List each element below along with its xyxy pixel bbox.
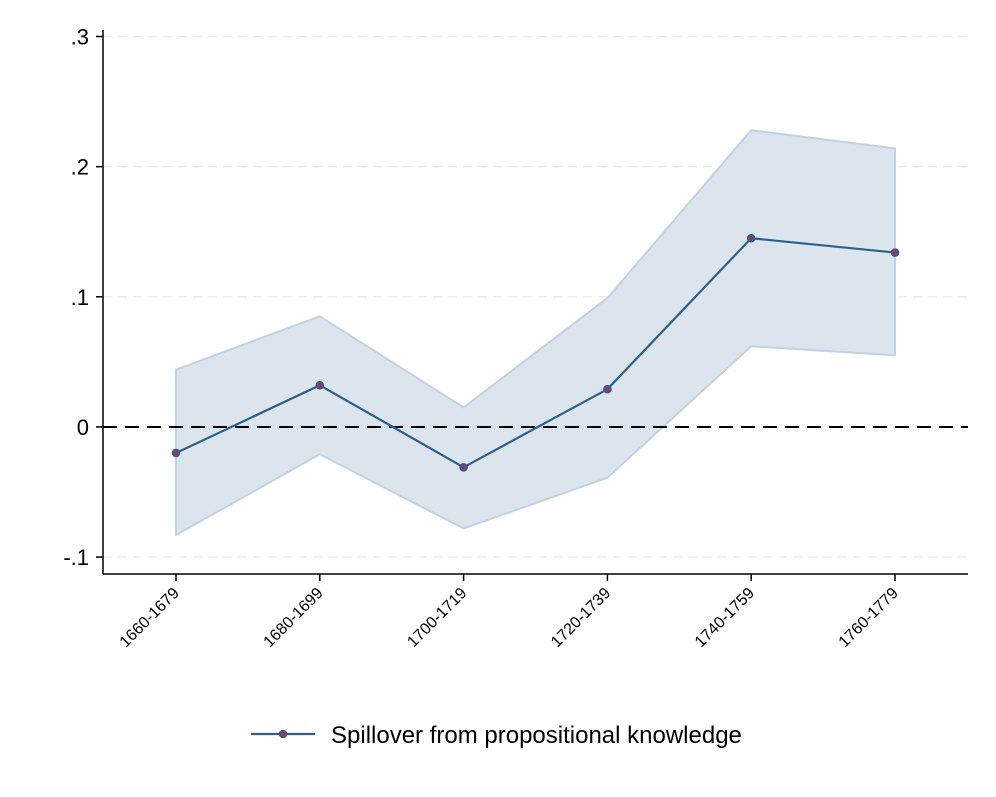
confidence-band-area [175,129,896,536]
data-points [171,233,900,472]
y-tick-label-0: -.1 [63,545,89,570]
data-point-5 [890,248,900,257]
x-tick-label-3: 1720-1739 [548,585,614,651]
y-axis-ticks: -.1 0 .1 .2 .3 [63,25,103,570]
y-tick-label-4: .3 [71,25,89,50]
data-point-0 [171,448,181,458]
series-line [175,237,896,469]
data-point-2 [459,462,468,472]
x-tick-label-0: 1660-1679 [117,585,183,651]
x-tick-label-1: 1680-1699 [261,585,327,651]
legend: Spillover from propositional knowledge [251,722,742,749]
data-point-1 [315,380,325,390]
series-polyline [175,237,896,469]
y-tick-label-3: .2 [71,155,89,180]
data-point-4 [746,233,756,243]
x-tick-label-4: 1740-1759 [692,585,758,651]
x-tick-label-2: 1700-1719 [404,585,470,651]
x-axis-ticks: 1660-1679 1680-1699 1700-1719 1720-1739 1740… [117,574,902,651]
x-tick-label-5: 1760-1779 [836,585,902,651]
confidence-band [175,129,896,536]
y-tick-label-2: .1 [71,285,89,310]
legend-entry-label: Spillover from propositional knowledge [331,722,742,749]
legend-marker-swatch [278,729,288,739]
y-tick-label-1: 0 [77,415,89,440]
axes [102,30,968,575]
data-point-3 [603,384,612,394]
